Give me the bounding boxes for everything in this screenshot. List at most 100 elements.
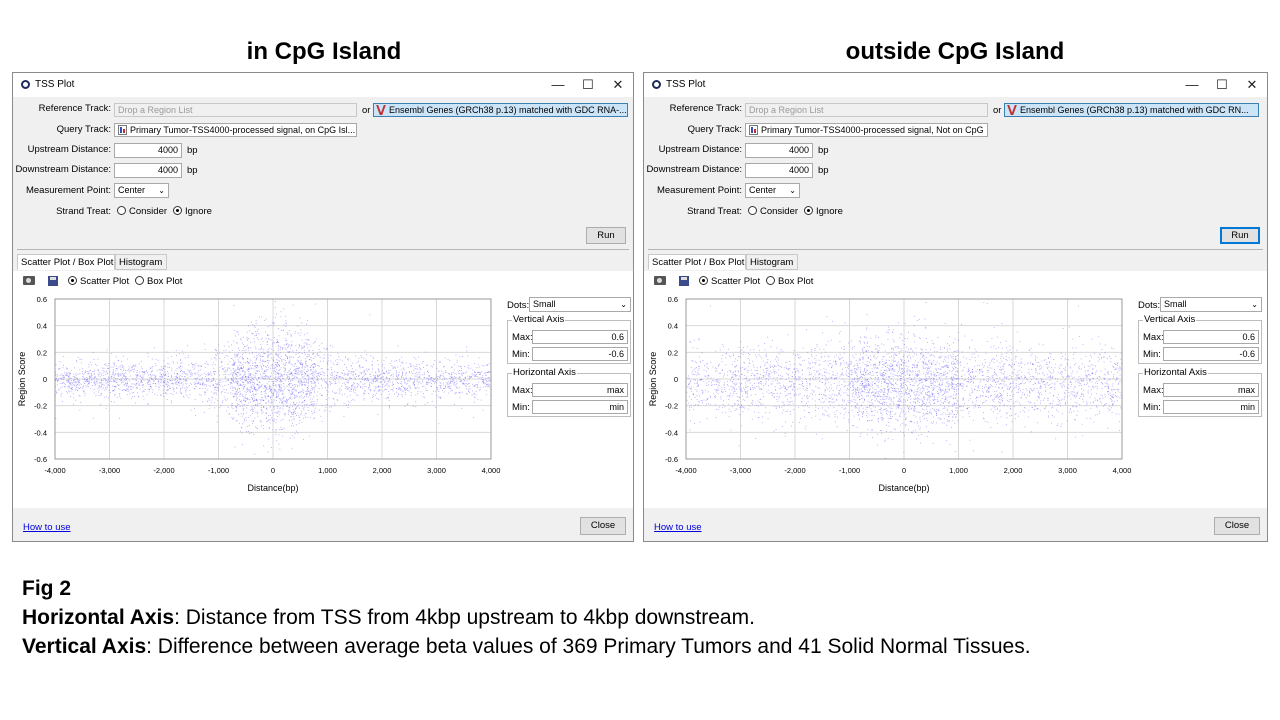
data-point: [258, 403, 260, 405]
measurement-point-select[interactable]: Center ⌄: [745, 183, 800, 198]
data-point: [217, 415, 219, 417]
radio-icon[interactable]: [766, 276, 775, 285]
data-point: [125, 370, 127, 371]
save-icon[interactable]: [679, 276, 689, 286]
radio-selected-icon[interactable]: [68, 276, 77, 285]
data-point: [305, 412, 307, 414]
minimize-button[interactable]: —: [1185, 77, 1199, 92]
data-point: [405, 372, 407, 373]
camera-icon[interactable]: [23, 276, 35, 285]
tab-scatter-box-plot[interactable]: Scatter Plot / Box Plot: [17, 254, 115, 270]
data-point: [194, 399, 196, 400]
x-tick-label: 0: [902, 466, 906, 475]
data-point: [369, 384, 370, 385]
data-point: [435, 407, 437, 408]
radio-icon[interactable]: [748, 206, 757, 215]
data-point: [356, 394, 358, 396]
data-point: [64, 386, 65, 388]
maximize-button[interactable]: ☐: [1216, 77, 1228, 92]
strand-ignore-option[interactable]: Ignore: [173, 206, 212, 217]
measurement-point-select[interactable]: Center ⌄: [114, 183, 169, 198]
tab-scatter-box-plot[interactable]: Scatter Plot / Box Plot: [648, 254, 746, 270]
data-point: [268, 362, 269, 364]
data-point: [187, 386, 189, 388]
tab-histogram[interactable]: Histogram: [115, 254, 167, 270]
run-button[interactable]: Run: [586, 227, 626, 244]
scatter-plot-option[interactable]: Scatter Plot: [699, 276, 760, 287]
close-window-button[interactable]: ✕: [612, 77, 624, 92]
vertical-max-input[interactable]: 0.6: [532, 330, 628, 344]
scatter-plot-text: Scatter Plot: [80, 276, 130, 287]
data-point: [386, 370, 387, 372]
reference-region-drop-field[interactable]: Drop a Region List: [114, 103, 357, 117]
reference-region-drop-field[interactable]: Drop a Region List: [745, 103, 988, 117]
data-point: [268, 366, 270, 368]
vertical-min-input[interactable]: -0.6: [532, 347, 628, 361]
data-point: [105, 380, 107, 382]
horizontal-max-input[interactable]: max: [532, 383, 628, 397]
data-point: [1066, 359, 1068, 360]
data-point: [360, 355, 362, 357]
data-point: [276, 359, 277, 361]
data-point: [365, 378, 367, 379]
tab-histogram[interactable]: Histogram: [746, 254, 798, 270]
downstream-distance-input[interactable]: 4000: [114, 163, 182, 178]
radio-selected-icon[interactable]: [699, 276, 708, 285]
how-to-use-link[interactable]: How to use: [23, 522, 71, 533]
radio-selected-icon[interactable]: [173, 206, 182, 215]
reference-gene-track-field[interactable]: Ensembl Genes (GRCh38 p.13) matched with…: [373, 103, 628, 117]
data-point: [255, 365, 257, 367]
run-button[interactable]: Run: [1220, 227, 1260, 244]
box-plot-option[interactable]: Box Plot: [135, 276, 182, 287]
data-point: [83, 374, 85, 375]
scatter-plot-option[interactable]: Scatter Plot: [68, 276, 129, 287]
data-point: [67, 381, 69, 383]
dots-size-select[interactable]: Small ⌄: [529, 297, 631, 312]
strand-consider-option[interactable]: Consider: [117, 206, 167, 217]
data-point: [198, 379, 200, 381]
close-window-button[interactable]: ✕: [1246, 77, 1258, 92]
data-point: [265, 371, 267, 372]
data-point: [254, 335, 256, 337]
minimize-button[interactable]: —: [551, 77, 565, 92]
upstream-distance-input[interactable]: 4000: [745, 143, 813, 158]
strand-ignore-option[interactable]: Ignore: [804, 206, 843, 217]
data-point: [868, 350, 870, 352]
data-point: [276, 396, 277, 398]
data-point: [235, 376, 237, 378]
data-point: [306, 416, 308, 418]
data-point: [378, 369, 379, 371]
close-button[interactable]: Close: [580, 517, 626, 535]
data-point: [920, 388, 922, 389]
radio-selected-icon[interactable]: [804, 206, 813, 215]
horizontal-min-input[interactable]: min: [532, 400, 628, 414]
data-point: [936, 422, 937, 424]
data-point: [70, 369, 72, 371]
data-point: [252, 405, 254, 407]
data-point: [121, 380, 123, 382]
downstream-distance-input[interactable]: 4000: [745, 163, 813, 178]
strand-consider-option[interactable]: Consider: [748, 206, 798, 217]
upstream-distance-input[interactable]: 4000: [114, 143, 182, 158]
box-plot-option[interactable]: Box Plot: [766, 276, 813, 287]
data-point: [193, 388, 195, 390]
data-point: [265, 402, 267, 404]
box-plot-text: Box Plot: [147, 276, 183, 287]
window-titlebar: TSS Plot — ☐ ✕: [13, 73, 633, 97]
data-point: [413, 382, 414, 383]
reference-gene-track-field[interactable]: Ensembl Genes (GRCh38 p.13) matched with…: [1004, 103, 1259, 117]
radio-icon[interactable]: [135, 276, 144, 285]
data-point: [349, 376, 351, 378]
query-track-field[interactable]: Primary Tumor-TSS4000-processed signal, …: [745, 123, 988, 137]
data-point: [190, 409, 192, 411]
save-icon[interactable]: [48, 276, 58, 286]
data-point: [1003, 373, 1005, 375]
maximize-button[interactable]: ☐: [582, 77, 594, 92]
query-track-field[interactable]: Primary Tumor-TSS4000-processed signal, …: [114, 123, 357, 137]
data-point: [111, 381, 113, 383]
data-point: [180, 379, 182, 381]
radio-icon[interactable]: [117, 206, 126, 215]
data-point: [466, 393, 467, 395]
camera-icon[interactable]: [654, 276, 666, 285]
data-point: [136, 384, 138, 386]
